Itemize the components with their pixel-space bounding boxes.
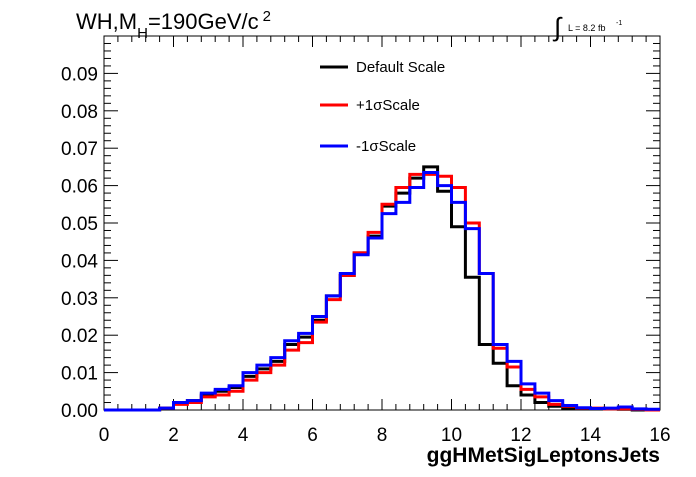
x-tick-label: 6 <box>307 425 318 446</box>
y-tick-label: 0.04 <box>61 251 98 272</box>
x-tick-label: 0 <box>99 425 110 446</box>
luminosity-text: L = 8.2 fb <box>568 23 605 33</box>
y-tick-label: 0.03 <box>61 289 98 310</box>
legend: Default Scale +1σScale -1σScale <box>320 59 445 155</box>
y-tick-label: 0.08 <box>61 102 98 123</box>
x-tick-label: 4 <box>238 425 249 446</box>
chart-title: WH,MH=190GeV/c 2 <box>76 8 271 42</box>
x-tick-label: 12 <box>510 425 531 446</box>
y-tick-label: 0.02 <box>61 326 98 347</box>
y-tick-label: 0.07 <box>61 139 98 160</box>
title-rest: =190GeV/c <box>148 9 259 34</box>
x-axis-label: ggHMetSigLeptonsJets <box>427 444 660 467</box>
series-group <box>104 165 660 412</box>
y-tick-label: 0.00 <box>61 401 98 422</box>
x-axis: 0 2 4 6 8 10 12 14 16 <box>99 36 671 446</box>
title-subscript: H <box>137 25 148 42</box>
series-line-2 <box>104 171 660 412</box>
legend-label: Default Scale <box>356 59 445 76</box>
y-tick-label: 0.01 <box>61 364 98 385</box>
x-tick-label: 16 <box>649 425 670 446</box>
y-tick-label: 0.05 <box>61 214 98 235</box>
legend-label: +1σScale <box>356 97 420 114</box>
integral-symbol: ∫ <box>552 12 563 42</box>
series-line-1 <box>104 172 660 412</box>
y-tick-label: 0.09 <box>61 64 98 85</box>
x-tick-label: 14 <box>580 425 602 446</box>
legend-label: -1σScale <box>356 138 416 155</box>
luminosity-superscript: -1 <box>616 20 622 27</box>
luminosity-label: ∫ L = 8.2 fb -1 <box>552 12 622 42</box>
x-tick-label: 2 <box>168 425 179 446</box>
title-superscript: 2 <box>263 8 271 25</box>
y-axis: 0.00 0.01 0.02 0.03 0.04 0.05 0.06 0.07 0.08 0.09 <box>61 35 660 422</box>
x-tick-label: 10 <box>441 425 462 446</box>
x-tick-label: 8 <box>377 425 388 446</box>
y-tick-label: 0.06 <box>61 177 98 198</box>
